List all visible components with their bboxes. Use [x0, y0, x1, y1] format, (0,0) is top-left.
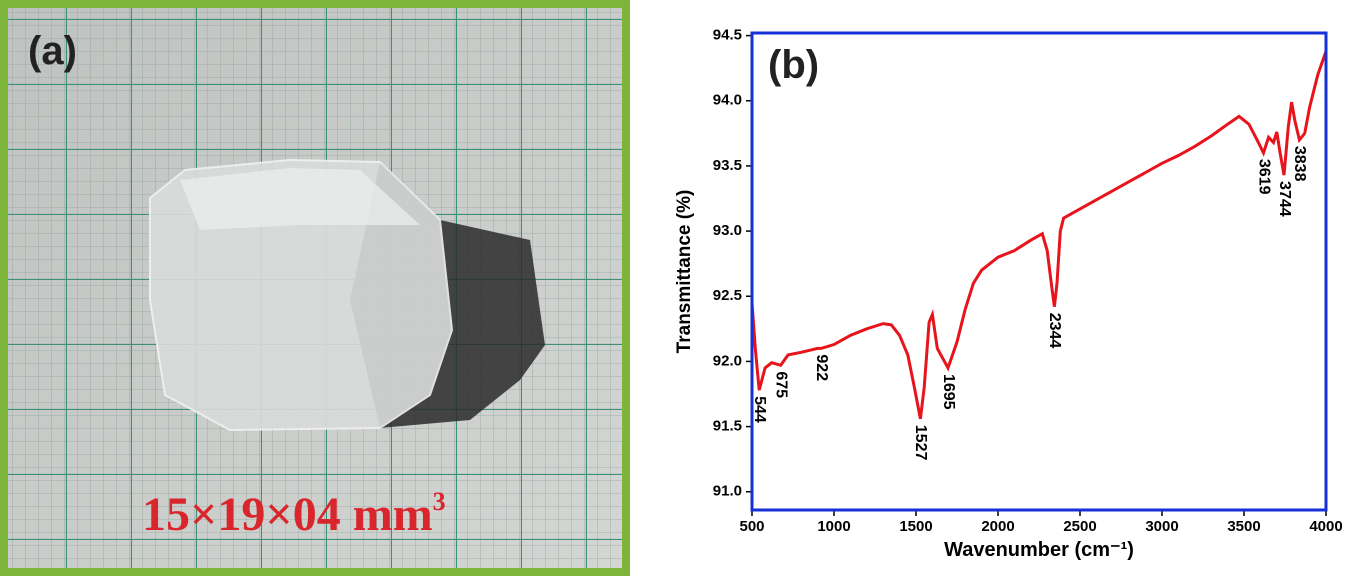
x-axis-title: Wavenumber (cm⁻¹) — [944, 539, 1134, 561]
panel-label: (b) — [768, 43, 819, 87]
y-tick-label: 94.5 — [713, 27, 742, 44]
caption: 15×19×04 mm — [142, 488, 433, 541]
figure: (a) 15×19×04 mm3 91.0 91.5 92.0 92.5 93.0 93.… — [0, 0, 1351, 576]
x-tick-label: 4000 — [1309, 518, 1342, 535]
panel-label: (a) — [28, 29, 77, 73]
peak-label: 544 — [751, 396, 768, 423]
y-tick-label: 92.0 — [713, 352, 742, 369]
peak-label: 3619 — [1255, 159, 1272, 195]
peak-label: 1527 — [912, 425, 929, 461]
x-tick-label: 3500 — [1227, 518, 1260, 535]
crystal-size: 15×19×04 mm3 — [142, 487, 446, 541]
photo-panel: (a) 15×19×04 mm3 — [4, 4, 626, 572]
x-tick-label: 2500 — [1063, 518, 1096, 535]
peak-label: 3838 — [1291, 146, 1308, 182]
y-tick-label: 91.0 — [713, 483, 742, 500]
peak-label: 922 — [813, 354, 830, 381]
y-tick-label: 93.0 — [713, 222, 742, 239]
peak-label: 1695 — [940, 374, 957, 410]
spectrum-line — [752, 51, 1326, 419]
plot-frame — [752, 33, 1326, 510]
y-tick-label: 93.5 — [713, 157, 742, 174]
caption-sup: 3 — [433, 487, 446, 516]
x-tick-label: 3000 — [1145, 518, 1178, 535]
peak-label: 2344 — [1046, 313, 1063, 349]
y-tick-label: 91.5 — [713, 418, 742, 435]
x-tick-label: 1000 — [817, 518, 850, 535]
x-tick-label: 500 — [739, 518, 764, 535]
y-tick-label: 92.5 — [713, 287, 742, 304]
x-tick-label: 1500 — [899, 518, 932, 535]
x-tick-label: 2000 — [981, 518, 1014, 535]
y-axis-title: Transmittance (%) — [674, 190, 695, 354]
page: (a) 15×19×04 mm3 91.0 91.5 92.0 92.5 93.0 93.… — [0, 0, 1351, 576]
peak-label: 3744 — [1276, 181, 1293, 217]
chart-panel: 91.0 91.5 92.0 92.5 93.0 93.5 94.0 94.5 500 1000 1… — [674, 27, 1343, 561]
peak-label: 675 — [772, 371, 789, 398]
y-tick-label: 94.0 — [713, 92, 742, 109]
